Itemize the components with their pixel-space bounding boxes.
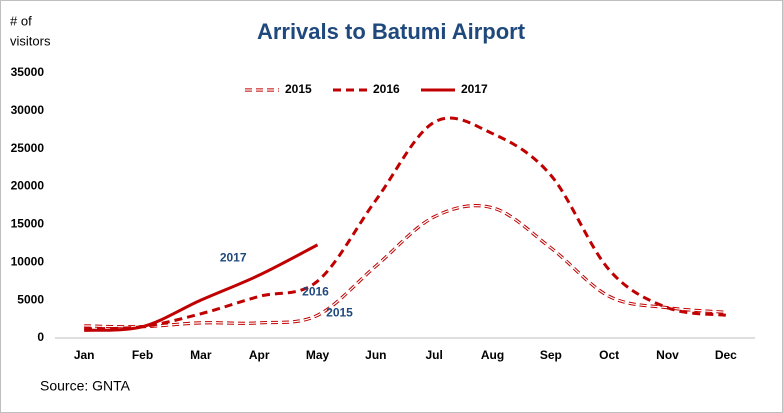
x-tick-label: Jan [74,348,95,362]
line-series [84,116,727,331]
annotation: 2015 [326,306,353,320]
line-series [84,243,319,332]
legend-label: 2015 [285,82,312,96]
x-tick-label: Mar [190,348,212,362]
y-tick-label: 15000 [11,217,45,231]
x-tick-label: Nov [656,348,679,362]
y-axis-label: visitors [10,33,51,48]
chart-title: Arrivals to Batumi Airport [257,19,526,44]
x-tick-label: Jun [365,348,386,362]
y-tick-label: 10000 [11,254,45,268]
y-tick-label: 25000 [11,141,45,155]
x-tick-label: May [306,348,330,362]
x-tick-label: Sep [540,348,562,362]
legend-label: 2017 [461,82,488,96]
y-tick-label: 0 [37,330,44,344]
x-tick-label: Jul [425,348,442,362]
annotation: 2016 [302,285,329,299]
y-tick-label: 20000 [11,179,45,193]
y-tick-label: 35000 [11,65,45,79]
y-tick-label: 5000 [17,292,44,306]
x-tick-label: Oct [599,348,619,362]
x-tick-label: Apr [249,348,270,362]
line-series-inner [84,205,726,328]
x-tick-label: Feb [132,348,153,362]
y-axis-label: # of [10,13,32,28]
y-tick-label: 30000 [11,103,45,117]
x-tick-label: Aug [481,348,504,362]
x-tick-label: Dec [715,348,737,362]
legend-label: 2016 [373,82,400,96]
source-note: Source: GNTA [40,378,131,394]
annotation: 2017 [220,250,247,264]
